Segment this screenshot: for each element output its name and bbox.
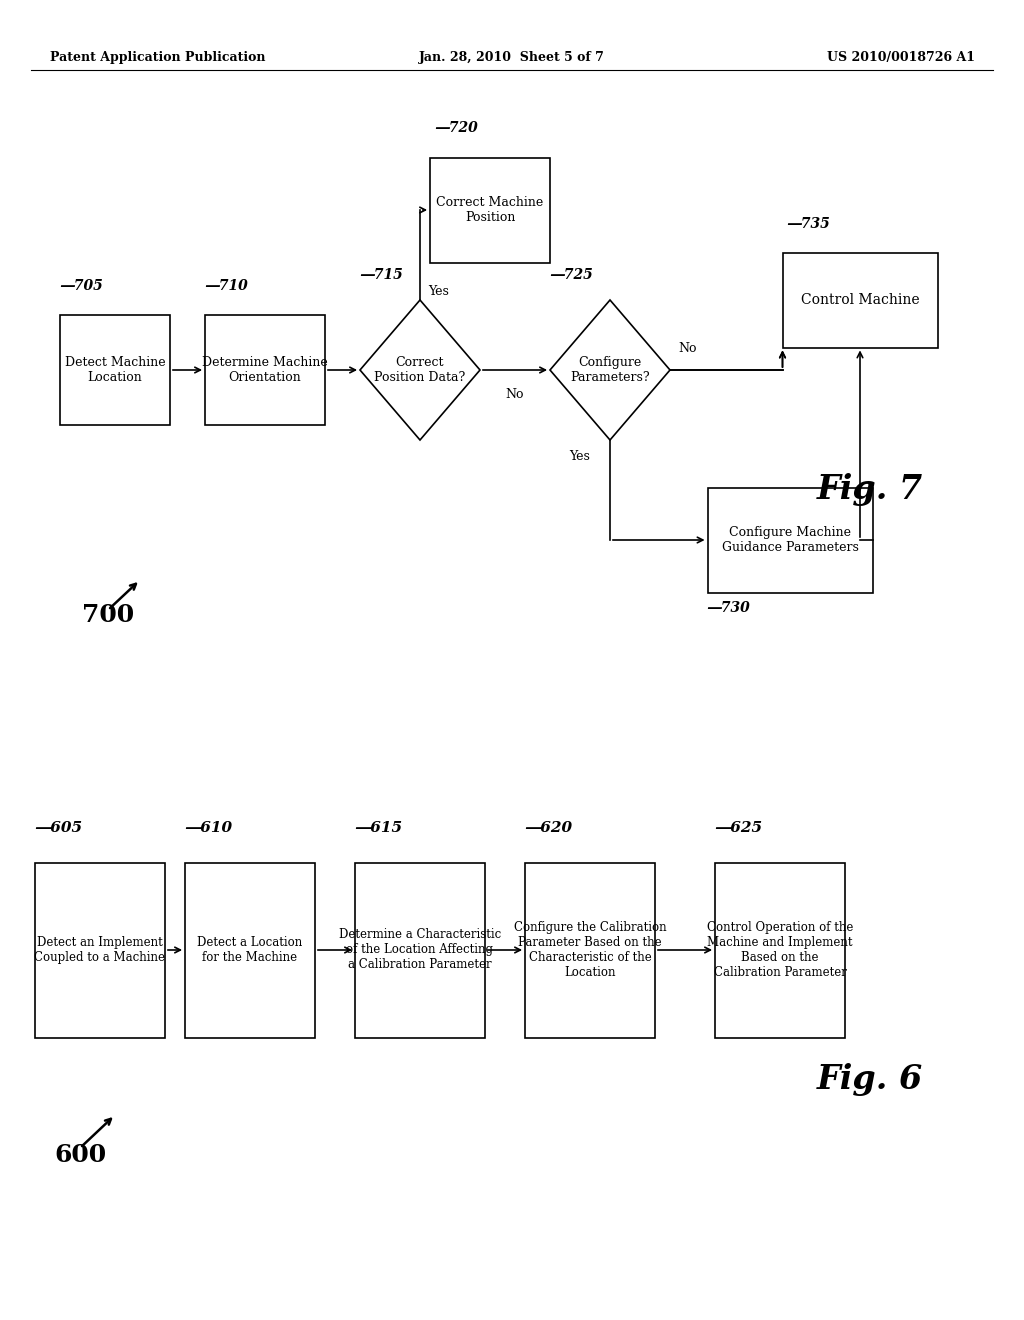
Text: ―720: ―720 xyxy=(435,121,478,136)
Text: Configure Machine
Guidance Parameters: Configure Machine Guidance Parameters xyxy=(722,525,858,554)
Text: No: No xyxy=(506,388,524,401)
Text: Configure the Calibration
Parameter Based on the
Characteristic of the
Location: Configure the Calibration Parameter Base… xyxy=(514,921,667,979)
Bar xyxy=(35,862,165,1038)
Text: Fig. 7: Fig. 7 xyxy=(817,474,923,507)
Text: ―615: ―615 xyxy=(355,821,402,834)
Text: ―705: ―705 xyxy=(60,279,102,293)
Text: Configure
Parameters?: Configure Parameters? xyxy=(570,356,650,384)
Bar xyxy=(715,862,845,1038)
Bar xyxy=(708,487,872,593)
Text: 600: 600 xyxy=(54,1143,106,1167)
Text: ―730: ―730 xyxy=(708,601,751,615)
Text: Detect an Implement
Coupled to a Machine: Detect an Implement Coupled to a Machine xyxy=(35,936,166,964)
Text: Fig. 6: Fig. 6 xyxy=(817,1064,923,1097)
Text: Jan. 28, 2010  Sheet 5 of 7: Jan. 28, 2010 Sheet 5 of 7 xyxy=(419,51,605,65)
Text: ―710: ―710 xyxy=(205,279,248,293)
Text: Detect a Location
for the Machine: Detect a Location for the Machine xyxy=(198,936,303,964)
Text: ―610: ―610 xyxy=(185,821,232,834)
Text: Detect Machine
Location: Detect Machine Location xyxy=(65,356,165,384)
Text: ―620: ―620 xyxy=(525,821,572,834)
Polygon shape xyxy=(550,300,670,440)
Bar xyxy=(782,252,938,347)
Text: US 2010/0018726 A1: US 2010/0018726 A1 xyxy=(827,51,975,65)
Text: Correct Machine
Position: Correct Machine Position xyxy=(436,195,544,224)
Bar xyxy=(355,862,485,1038)
Text: Determine Machine
Orientation: Determine Machine Orientation xyxy=(202,356,328,384)
Text: Patent Application Publication: Patent Application Publication xyxy=(50,51,265,65)
Text: 700: 700 xyxy=(82,603,134,627)
Text: ―715: ―715 xyxy=(360,268,402,282)
Text: ―735: ―735 xyxy=(787,216,830,231)
Text: Determine a Characteristic
of the Location Affecting
a Calibration Parameter: Determine a Characteristic of the Locati… xyxy=(339,928,501,972)
Text: ―625: ―625 xyxy=(715,821,762,834)
Text: Correct
Position Data?: Correct Position Data? xyxy=(375,356,466,384)
Bar xyxy=(205,315,325,425)
Bar xyxy=(525,862,655,1038)
Text: Yes: Yes xyxy=(428,285,449,298)
Bar xyxy=(185,862,315,1038)
Text: ―605: ―605 xyxy=(35,821,82,834)
Text: Control Operation of the
Machine and Implement
Based on the
Calibration Paramete: Control Operation of the Machine and Imp… xyxy=(707,921,853,979)
Bar xyxy=(430,157,550,263)
Text: No: No xyxy=(678,342,696,355)
Text: Yes: Yes xyxy=(569,450,591,463)
Bar xyxy=(60,315,170,425)
Text: ―725: ―725 xyxy=(550,268,593,282)
Polygon shape xyxy=(360,300,480,440)
Text: Control Machine: Control Machine xyxy=(801,293,920,308)
